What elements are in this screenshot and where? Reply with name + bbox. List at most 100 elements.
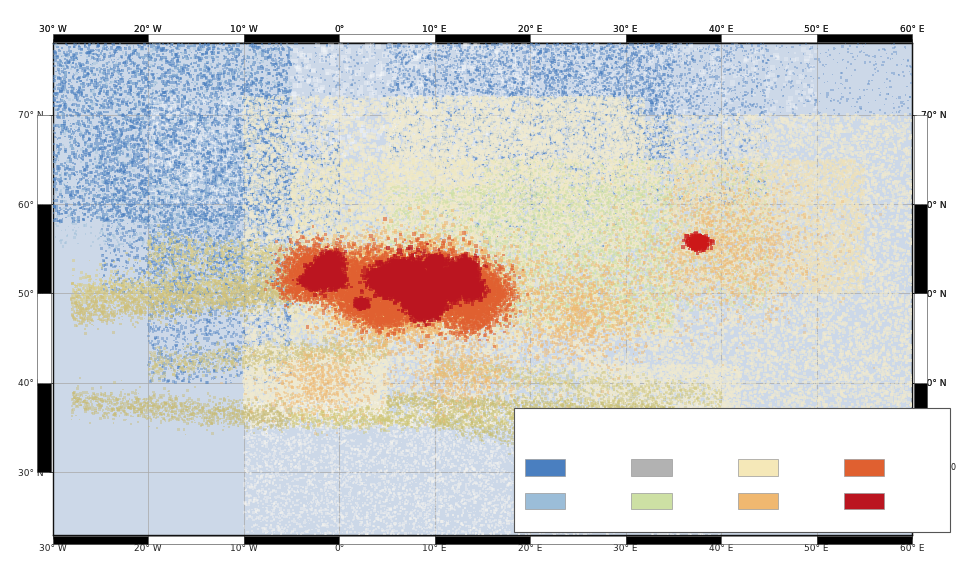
Point bbox=[328, 132, 344, 141]
Point bbox=[508, 471, 523, 480]
Point bbox=[372, 355, 387, 364]
Point bbox=[165, 288, 180, 297]
Point bbox=[801, 145, 816, 155]
Point bbox=[383, 274, 398, 283]
Point bbox=[293, 205, 308, 214]
Point bbox=[416, 272, 431, 281]
Point bbox=[421, 155, 437, 164]
Point bbox=[622, 325, 637, 335]
Point bbox=[352, 284, 368, 293]
Point bbox=[630, 362, 645, 371]
Point bbox=[533, 520, 548, 530]
Point bbox=[466, 229, 481, 239]
Point bbox=[843, 257, 858, 266]
Point bbox=[412, 304, 427, 313]
Point bbox=[405, 262, 420, 271]
Point bbox=[380, 329, 396, 339]
Point bbox=[434, 297, 449, 306]
Point bbox=[847, 272, 862, 281]
Point bbox=[304, 281, 320, 290]
Point bbox=[373, 362, 389, 371]
Point bbox=[537, 442, 552, 451]
Point bbox=[324, 229, 340, 239]
Point bbox=[324, 168, 340, 178]
Point bbox=[492, 58, 507, 67]
Point bbox=[528, 306, 543, 316]
Point bbox=[103, 157, 118, 166]
Point bbox=[431, 273, 446, 282]
Point bbox=[740, 355, 756, 365]
Point bbox=[729, 249, 744, 258]
Point bbox=[349, 298, 365, 308]
Point bbox=[447, 100, 463, 109]
Point bbox=[684, 137, 699, 146]
Point bbox=[180, 174, 196, 183]
Point bbox=[323, 411, 338, 420]
Point bbox=[280, 294, 296, 304]
Point bbox=[468, 231, 483, 240]
Point bbox=[461, 302, 476, 311]
Point bbox=[404, 260, 420, 270]
Point bbox=[371, 386, 386, 396]
Point bbox=[607, 202, 622, 212]
Point bbox=[482, 305, 497, 315]
Point bbox=[306, 273, 322, 282]
Point bbox=[421, 204, 437, 213]
Point bbox=[480, 274, 495, 283]
Point bbox=[436, 288, 451, 297]
Point bbox=[639, 384, 655, 393]
Point bbox=[539, 175, 554, 184]
Point bbox=[770, 173, 785, 182]
Point bbox=[374, 277, 390, 286]
Point bbox=[539, 123, 554, 132]
Point bbox=[642, 448, 658, 458]
Point bbox=[456, 269, 471, 278]
Point bbox=[340, 408, 355, 417]
Point bbox=[101, 44, 116, 53]
Point bbox=[456, 229, 471, 239]
Point bbox=[362, 281, 377, 290]
Point bbox=[452, 152, 468, 161]
Point bbox=[406, 132, 421, 141]
Point bbox=[394, 283, 409, 292]
Point bbox=[307, 272, 323, 281]
Point bbox=[266, 407, 281, 416]
Point bbox=[498, 386, 514, 395]
Point bbox=[313, 278, 328, 288]
Point bbox=[661, 399, 677, 408]
Point bbox=[644, 467, 660, 477]
Point bbox=[320, 286, 335, 295]
Point bbox=[419, 304, 434, 313]
Point bbox=[422, 298, 438, 307]
Point bbox=[411, 298, 426, 307]
Point bbox=[533, 239, 548, 248]
Point bbox=[631, 220, 646, 229]
Point bbox=[786, 305, 802, 314]
Point bbox=[438, 230, 453, 239]
Point bbox=[77, 64, 92, 73]
Point bbox=[180, 308, 195, 317]
Point bbox=[586, 215, 601, 224]
Point bbox=[366, 413, 381, 423]
Point bbox=[540, 233, 556, 243]
Point bbox=[462, 378, 477, 387]
Point bbox=[469, 370, 485, 379]
Point bbox=[501, 279, 516, 289]
Point bbox=[375, 382, 391, 391]
Point bbox=[428, 255, 444, 264]
Point bbox=[175, 178, 190, 187]
Point bbox=[428, 278, 444, 288]
Point bbox=[427, 285, 443, 294]
Point bbox=[456, 294, 471, 303]
Point bbox=[782, 333, 798, 342]
Point bbox=[346, 515, 361, 524]
Point bbox=[262, 397, 277, 406]
Point bbox=[374, 123, 390, 132]
Point bbox=[574, 224, 589, 233]
Point bbox=[82, 185, 97, 194]
Point bbox=[420, 301, 435, 310]
Point bbox=[533, 106, 548, 116]
Point bbox=[239, 228, 254, 237]
Point bbox=[611, 419, 626, 428]
Point bbox=[108, 163, 123, 172]
